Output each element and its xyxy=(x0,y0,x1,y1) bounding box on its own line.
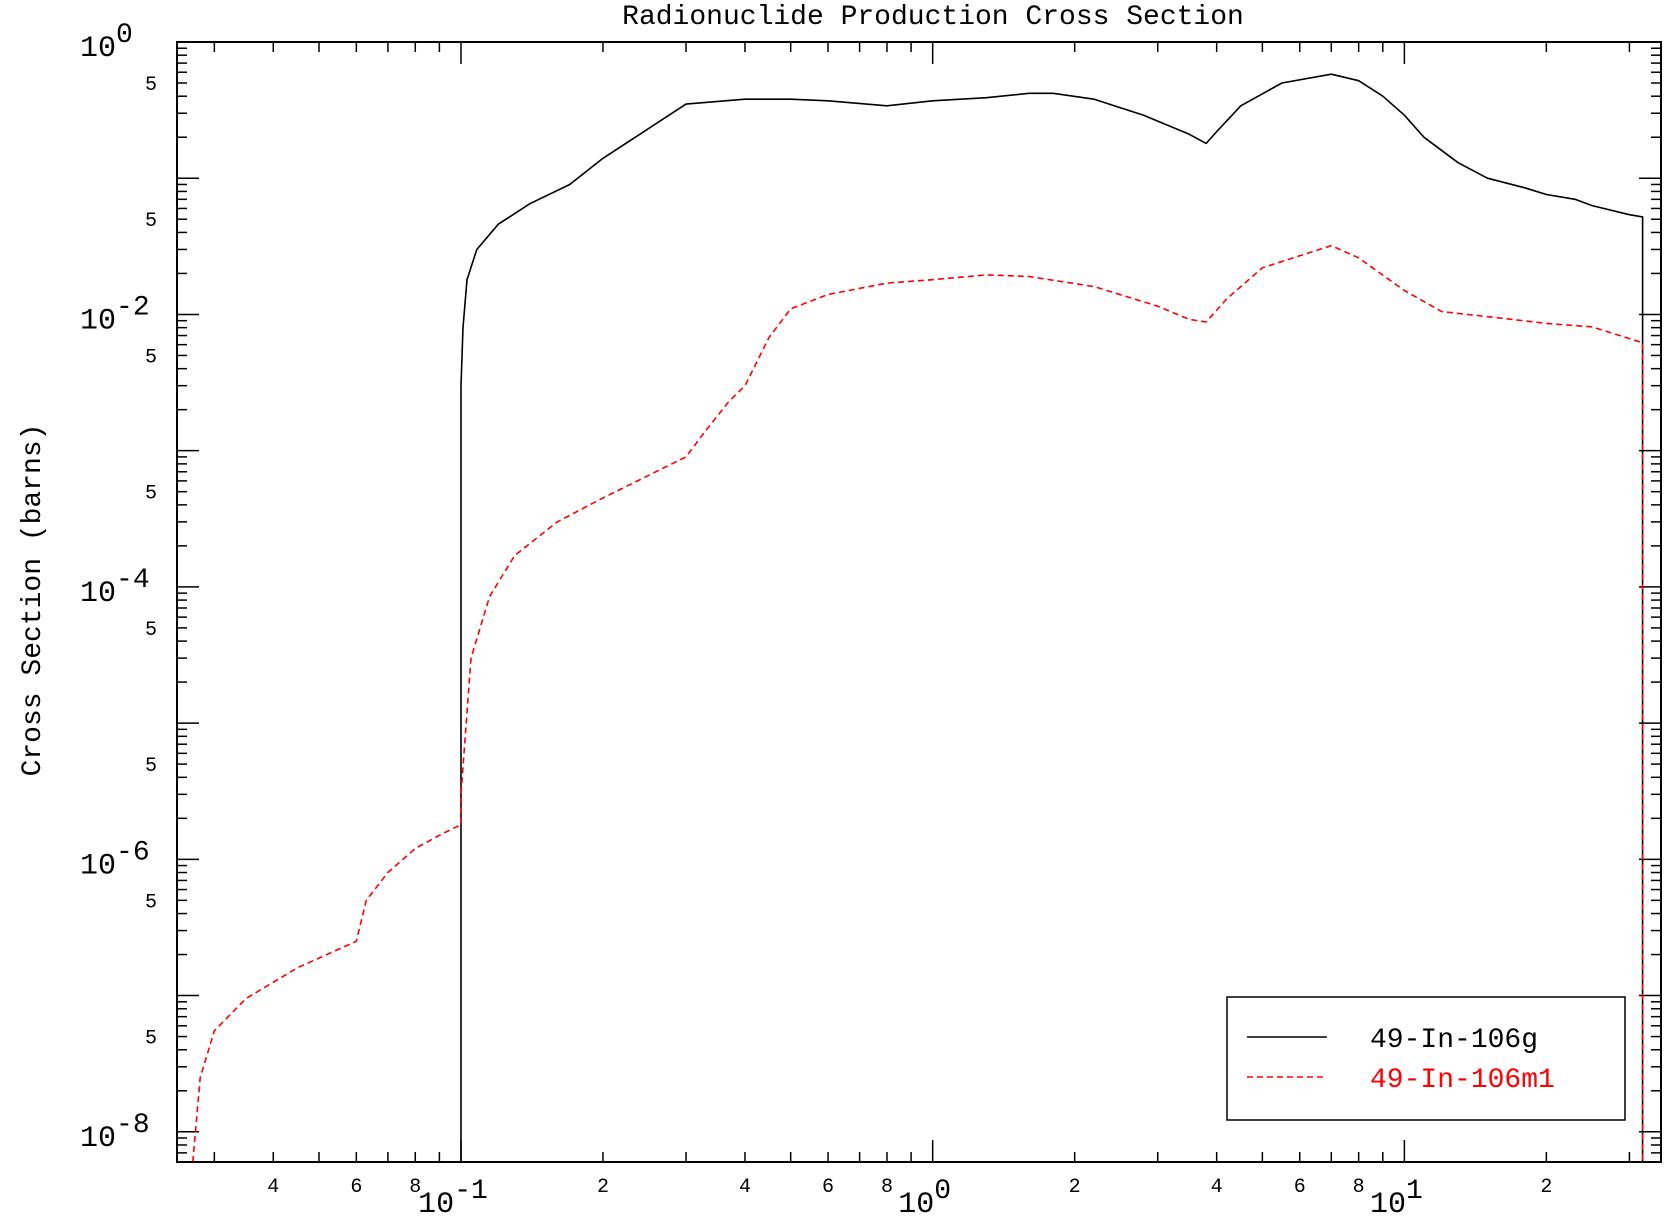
x-tick-label: 8 xyxy=(1353,1176,1365,1199)
x-major-tick-label: 100 xyxy=(898,1176,951,1222)
plot-frame xyxy=(176,41,1662,1163)
legend-label-1: 49-In-106g xyxy=(1370,1025,1538,1056)
series-line-2 xyxy=(192,244,1644,1163)
x-tick-label: 2 xyxy=(597,1176,609,1199)
x-tick-label: 6 xyxy=(1294,1176,1306,1199)
y-tick-label: 5 xyxy=(145,346,157,369)
y-major-tick-label: 10-2 xyxy=(80,292,150,338)
x-tick-label: 8 xyxy=(881,1176,893,1199)
series-line-1 xyxy=(460,73,1644,1162)
y-tick-label: 5 xyxy=(145,210,157,233)
chart-title: Radionuclide Production Cross Section xyxy=(622,2,1244,33)
series-layer xyxy=(192,73,1644,1163)
x-tick-label: 8 xyxy=(409,1176,421,1199)
y-tick-label: 5 xyxy=(145,619,157,642)
legend: 49-In-106g 49-In-106m1 xyxy=(1226,996,1626,1121)
x-tick-label: 2 xyxy=(1540,1176,1552,1199)
legend-label-2: 49-In-106m1 xyxy=(1370,1065,1555,1096)
y-major-tick-label: 10-4 xyxy=(80,565,150,611)
y-tick-label: 5 xyxy=(145,74,157,97)
x-major-tick-label: 101 xyxy=(1370,1176,1423,1222)
y-tick-label: 5 xyxy=(145,1028,157,1051)
x-tick-label: 4 xyxy=(267,1176,279,1199)
y-tick-label: 5 xyxy=(145,755,157,778)
x-tick-label: 6 xyxy=(350,1176,362,1199)
y-major-tick-label: 10-8 xyxy=(80,1110,150,1156)
x-tick-label: 4 xyxy=(739,1176,751,1199)
y-tick-label: 5 xyxy=(145,891,157,914)
x-tick-label: 4 xyxy=(1211,1176,1223,1199)
x-major-tick-label: 10-1 xyxy=(418,1176,488,1222)
x-tick-label: 2 xyxy=(1069,1176,1081,1199)
y-major-tick-label: 10-6 xyxy=(80,837,150,883)
x-tick-label: 6 xyxy=(822,1176,834,1199)
y-axis-label: Cross Section (barns) xyxy=(18,424,49,777)
y-tick-label: 5 xyxy=(145,483,157,506)
legend-box xyxy=(1226,996,1626,1121)
y-major-tick-label: 100 xyxy=(80,20,133,66)
